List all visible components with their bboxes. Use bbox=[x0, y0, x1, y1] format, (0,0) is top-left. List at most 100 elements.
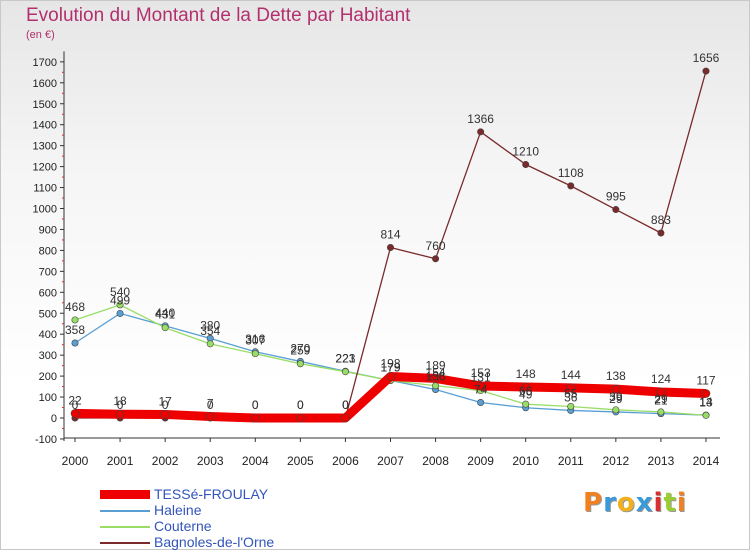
y-tick-label: 700 bbox=[39, 266, 57, 278]
data-point bbox=[701, 389, 711, 398]
logo-letter: i bbox=[676, 488, 687, 518]
y-tick-label: 300 bbox=[39, 350, 57, 362]
y-tick-label: 400 bbox=[39, 329, 57, 341]
legend-swatch bbox=[100, 542, 150, 544]
legend-label: Haleine bbox=[154, 502, 202, 518]
data-point bbox=[431, 374, 440, 383]
x-tick-label: 2002 bbox=[152, 454, 179, 468]
y-tick-label: 1200 bbox=[33, 162, 57, 174]
data-point bbox=[656, 387, 666, 397]
data-label: 0 bbox=[342, 398, 349, 412]
data-point bbox=[160, 410, 170, 419]
x-tick-label: 2005 bbox=[287, 454, 314, 468]
x-tick-label: 2010 bbox=[512, 454, 539, 468]
data-label: 198 bbox=[380, 357, 400, 371]
x-tick-label: 2011 bbox=[558, 454, 584, 468]
legend-item: Haleine bbox=[100, 502, 420, 518]
data-label: 124 bbox=[651, 372, 671, 386]
y-tick-label: 900 bbox=[39, 224, 57, 236]
data-label: 36 bbox=[564, 390, 578, 404]
data-point bbox=[567, 402, 575, 410]
data-label: 0 bbox=[297, 398, 304, 412]
data-point bbox=[341, 368, 349, 376]
data-point bbox=[476, 381, 485, 391]
legend-swatch bbox=[100, 490, 150, 499]
y-tick-label: 600 bbox=[39, 287, 57, 299]
legend-swatch bbox=[100, 526, 150, 528]
proxiti-logo: Proxiti bbox=[583, 488, 687, 518]
data-label: 136 bbox=[426, 370, 446, 384]
data-label: 760 bbox=[426, 239, 446, 253]
data-point bbox=[386, 372, 395, 381]
x-tick-label: 2000 bbox=[62, 454, 89, 468]
data-label: 153 bbox=[471, 366, 491, 380]
data-label: 259 bbox=[290, 344, 310, 358]
y-tick-label: 0 bbox=[51, 413, 57, 425]
y-tick-label: 500 bbox=[39, 308, 57, 320]
data-label: 66 bbox=[519, 384, 533, 398]
data-point bbox=[657, 229, 665, 237]
y-axis-unit-label: (en €) bbox=[26, 29, 55, 41]
legend-item: Bagnoles-de-l'Orne bbox=[100, 534, 420, 550]
x-ticks: 2000 2001 2002 2003 2004 2005 2006 2007 2008 2009… bbox=[62, 438, 720, 468]
series-0 bbox=[70, 372, 711, 423]
y-tick-label: 100 bbox=[39, 392, 57, 404]
data-label: 138 bbox=[606, 369, 626, 383]
data-point bbox=[612, 406, 620, 414]
data-point bbox=[205, 412, 215, 421]
data-point bbox=[161, 324, 169, 332]
y-tick-label: 1100 bbox=[33, 183, 57, 195]
data-label: 380 bbox=[200, 318, 220, 332]
data-label: 1108 bbox=[558, 166, 584, 180]
data-label: 0 bbox=[252, 398, 259, 412]
data-point bbox=[522, 161, 530, 169]
data-point bbox=[521, 382, 531, 392]
data-label: 17 bbox=[158, 394, 172, 408]
logo-letter: o bbox=[616, 488, 636, 518]
data-point bbox=[71, 316, 79, 324]
data-label: 307 bbox=[245, 334, 265, 348]
data-label: 189 bbox=[426, 358, 446, 372]
data-label: 117 bbox=[696, 373, 715, 387]
data-point bbox=[477, 398, 485, 406]
x-tick-label: 2008 bbox=[422, 454, 449, 468]
y-tick-label: 1400 bbox=[33, 120, 57, 132]
legend-swatch bbox=[100, 510, 150, 512]
y-tick-label: 200 bbox=[39, 371, 57, 383]
data-label: 22 bbox=[68, 393, 82, 407]
data-label: 270 bbox=[290, 341, 310, 355]
data-label: 29 bbox=[609, 392, 623, 406]
data-label: 39 bbox=[609, 390, 623, 404]
legend-item: TESSé-FROULAY bbox=[100, 486, 420, 502]
legend-label: Couterne bbox=[154, 518, 212, 534]
data-label: 814 bbox=[380, 227, 400, 241]
data-point bbox=[70, 409, 80, 418]
data-label: 1210 bbox=[512, 145, 539, 159]
legend-label: TESSé-FROULAY bbox=[154, 486, 269, 502]
x-tick-label: 2007 bbox=[377, 454, 404, 468]
legend-item: Couterne bbox=[100, 518, 420, 534]
data-label: 55 bbox=[564, 386, 578, 400]
data-label: 221 bbox=[335, 352, 355, 366]
data-label: 1656 bbox=[693, 51, 720, 65]
legend-label: Bagnoles-de-l'Orne bbox=[154, 534, 275, 550]
x-tick-label: 2003 bbox=[197, 454, 224, 468]
data-label: 223 bbox=[335, 351, 355, 365]
y-tick-label: 1700 bbox=[33, 57, 57, 69]
data-label: 13 bbox=[699, 395, 713, 409]
data-label: 440 bbox=[155, 306, 175, 320]
data-label: 0 bbox=[72, 398, 79, 412]
legend: TESSé-FROULAY Haleine Couterne Bagnoles-de-… bbox=[100, 486, 420, 550]
data-point bbox=[296, 413, 305, 423]
logo-letter: i bbox=[653, 488, 664, 518]
data-label: 144 bbox=[561, 368, 581, 382]
data-point bbox=[611, 384, 621, 394]
data-label: 14 bbox=[699, 395, 713, 409]
data-label: 0 bbox=[252, 398, 259, 412]
line-chart: -100010020030040050060070080090010001100… bbox=[33, 51, 720, 468]
data-label: 0 bbox=[117, 398, 124, 412]
data-label: 18 bbox=[113, 394, 127, 408]
data-label: 0 bbox=[162, 398, 169, 412]
x-tick-label: 2013 bbox=[648, 454, 675, 468]
